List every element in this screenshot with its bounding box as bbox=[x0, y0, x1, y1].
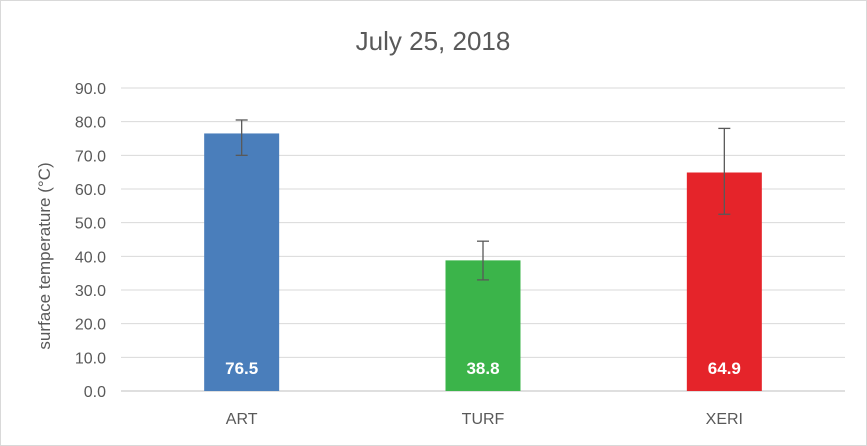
data-label: 76.5 bbox=[225, 359, 258, 378]
y-tick-label: 30.0 bbox=[75, 283, 106, 300]
data-label: 64.9 bbox=[708, 359, 741, 378]
bar bbox=[204, 133, 280, 391]
y-tick-label: 80.0 bbox=[75, 115, 106, 132]
y-tick-label: 60.0 bbox=[75, 182, 106, 199]
y-tick-label: 20.0 bbox=[75, 317, 106, 334]
x-category-label: ART bbox=[226, 411, 258, 428]
error-bars bbox=[235, 119, 731, 281]
y-tick-label: 90.0 bbox=[75, 81, 106, 98]
x-axis-categories: ART TURF XERI bbox=[226, 411, 743, 428]
chart-title: July 25, 2018 bbox=[356, 26, 511, 56]
x-category-label: XERI bbox=[706, 411, 743, 428]
data-label: 38.8 bbox=[466, 359, 499, 378]
bar bbox=[445, 260, 521, 391]
y-tick-label: 70.0 bbox=[75, 148, 106, 165]
y-tick-label: 0.0 bbox=[84, 384, 106, 401]
y-tick-label: 40.0 bbox=[75, 249, 106, 266]
x-category-label: TURF bbox=[462, 411, 505, 428]
y-tick-label: 10.0 bbox=[75, 350, 106, 367]
data-labels: 76.5 38.8 64.9 bbox=[225, 359, 741, 378]
y-axis-label: surface temperature (°C) bbox=[35, 162, 54, 349]
y-axis-ticks: 0.0 10.0 20.0 30.0 40.0 50.0 60.0 70.0 80.0 90.0 bbox=[75, 81, 106, 401]
y-tick-label: 50.0 bbox=[75, 216, 106, 233]
